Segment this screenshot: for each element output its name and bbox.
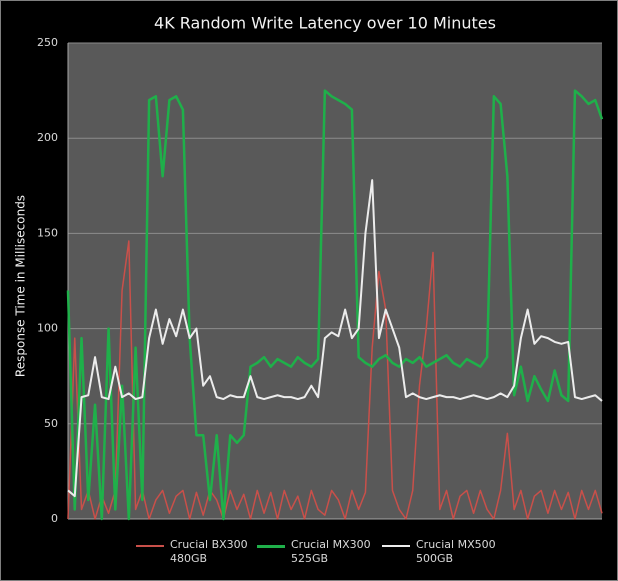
series-line [67,179,603,498]
series-line [67,240,603,520]
legend-swatch [257,545,285,548]
chart-title: 4K Random Write Latency over 10 Minutes [154,14,496,33]
legend-item: Crucial MX500 500GB [382,538,498,566]
y-tick-label: 250 [37,36,58,49]
y-tick-label: 150 [37,226,58,239]
y-axis-label: Response Time in Milliseconds [14,195,28,377]
y-tick-label: 0 [51,512,58,525]
y-tick-label: 200 [37,131,58,144]
legend-label: Crucial MX500 500GB [416,538,496,565]
legend-swatch [136,545,164,547]
series-line [66,89,604,521]
y-tick-label: 50 [44,417,58,430]
legend-item: Crucial MX300 525GB [257,538,373,566]
legend-label: Crucial MX300 525GB [291,538,371,565]
legend-swatch [382,545,410,547]
legend-label: Crucial BX300 480GB [170,538,248,565]
legend-item: Crucial BX300 480GB [136,538,252,566]
y-tick-label: 100 [37,322,58,335]
